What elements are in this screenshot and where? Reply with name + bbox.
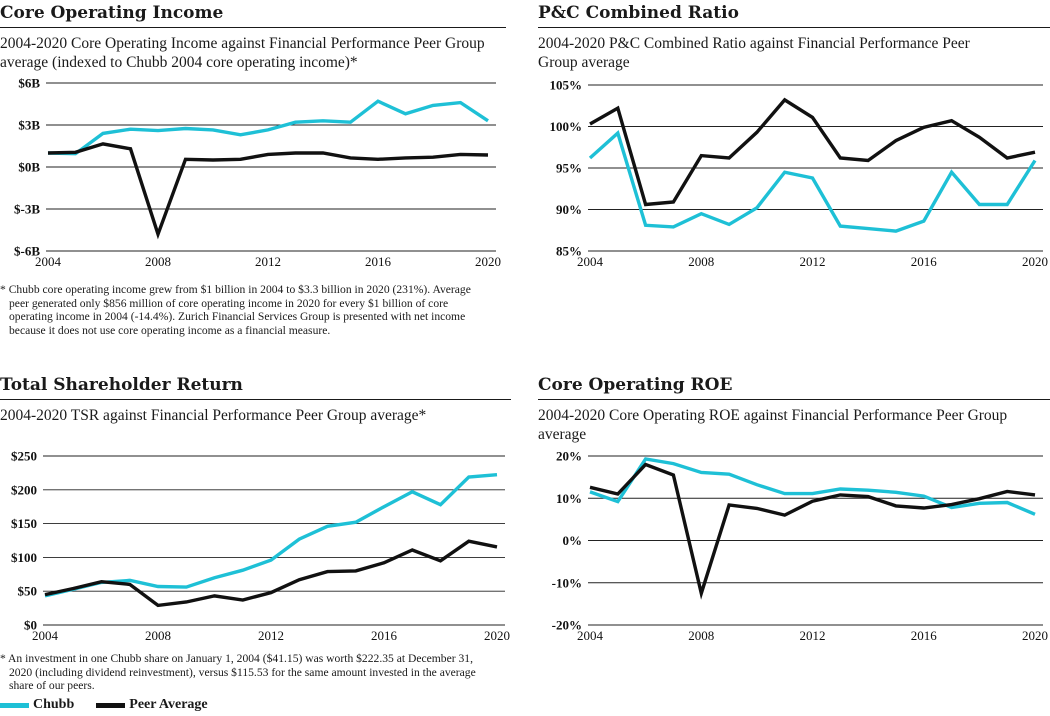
x-tick-label: 2008 (688, 628, 714, 643)
y-tick-label: 20% (556, 449, 582, 464)
legend-label-chubb: Chubb (33, 697, 75, 712)
y-tick-label: 95% (556, 161, 582, 176)
legend-label-peer-average: Peer Average (129, 697, 208, 712)
y-tick-label: $3B (18, 118, 40, 133)
series-line-chubb (44, 473, 498, 598)
y-tick-label: $0 (24, 618, 37, 633)
x-tick-label: 2012 (255, 254, 281, 269)
x-tick-label: 2020 (484, 628, 510, 643)
chart-subtitle: 2004-2020 Core Operating Income against … (0, 35, 485, 71)
x-tick-label: 2004 (577, 254, 604, 269)
x-tick-label: 2020 (1022, 254, 1048, 269)
panel-pc-combined-ratio: P&C Combined Ratio 2004-2020 P&C Combine… (538, 3, 1050, 72)
y-tick-label: $0B (18, 160, 40, 175)
title-divider (538, 27, 1050, 28)
x-tick-label: 2016 (371, 628, 398, 643)
panel-core-operating-roe: Core Operating ROE 2004-2020 Core Operat… (538, 375, 1050, 444)
legend-item-peer-average: Peer Average (96, 697, 208, 713)
x-tick-label: 2020 (475, 254, 501, 269)
x-tick-label: 2008 (145, 628, 171, 643)
y-tick-label: -20% (552, 618, 582, 633)
y-tick-label: 100% (550, 119, 583, 134)
y-tick-label: $-3B (14, 202, 40, 217)
y-tick-label: 0% (563, 533, 583, 548)
y-tick-label: 85% (556, 244, 582, 259)
series-line-peer-average (589, 97, 1036, 207)
y-tick-label: 105% (550, 78, 583, 93)
x-tick-label: 2008 (688, 254, 714, 269)
x-tick-label: 2012 (800, 628, 826, 643)
x-tick-label: 2012 (258, 628, 284, 643)
x-tick-label: 2004 (35, 254, 62, 269)
y-tick-label: $6B (18, 76, 40, 91)
y-tick-label: $250 (11, 449, 37, 464)
chart-title: P&C Combined Ratio (538, 3, 739, 23)
x-tick-label: 2016 (365, 254, 392, 269)
legend-swatch-chubb (0, 702, 29, 708)
x-tick-label: 2012 (800, 254, 826, 269)
series-line-peer-average (47, 142, 489, 240)
panel-total-shareholder-return: Total Shareholder Return 2004-2020 TSR a… (0, 375, 511, 425)
series-line-peer-average (589, 462, 1036, 600)
series-line-chubb (588, 130, 1037, 233)
y-tick-label: $100 (11, 550, 37, 565)
panel-core-operating-income: Core Operating Income 2004-2020 Core Ope… (0, 3, 506, 72)
x-tick-label: 2016 (911, 254, 938, 269)
x-tick-label: 2004 (32, 628, 59, 643)
y-tick-label: 10% (556, 491, 582, 506)
y-tick-label: $150 (11, 516, 37, 531)
y-tick-label: 90% (556, 202, 582, 217)
series-line-chubb (47, 99, 489, 156)
chart-subtitle: 2004-2020 Core Operating ROE against Fin… (538, 407, 1008, 443)
series-line-peer-average (44, 539, 498, 608)
chart-pc-combined-ratio: 105% 100% 95% 90% 85%2004 2008 2012 2016 2020 (550, 78, 1049, 270)
y-tick-label: -10% (552, 575, 582, 590)
y-tick-label: $200 (11, 482, 37, 497)
legend-swatch-peer (96, 702, 126, 708)
title-divider (538, 399, 1050, 400)
title-divider (0, 399, 511, 400)
chart-title: Core Operating Income (0, 3, 224, 23)
x-tick-label: 2004 (577, 628, 604, 643)
legend-item-chubb: Chubb (0, 697, 74, 713)
x-tick-label: 2016 (911, 628, 938, 643)
chart-subtitle: 2004-2020 TSR against Financial Performa… (0, 407, 427, 424)
chart-subtitle: 2004-2020 P&C Combined Ratio against Fin… (538, 35, 970, 71)
footnote-core-operating-income: * Chubb core operating income grew from … (0, 283, 471, 337)
x-tick-label: 2020 (1022, 628, 1048, 643)
y-tick-label: $-6B (14, 244, 40, 259)
title-divider (0, 27, 506, 28)
series-line-chubb (589, 457, 1036, 516)
chart-core-operating-roe: 20% 10% 0% -10% -20%2004 2008 2012 2016 2020 (552, 449, 1048, 644)
chart-title: Core Operating ROE (538, 375, 733, 395)
legend: Chubb Peer Average (0, 697, 230, 713)
chart-title: Total Shareholder Return (0, 375, 243, 395)
x-tick-label: 2008 (145, 254, 171, 269)
footnote-total-shareholder-return: * An investment in one Chubb share on Ja… (0, 652, 476, 693)
y-tick-label: $50 (18, 584, 38, 599)
